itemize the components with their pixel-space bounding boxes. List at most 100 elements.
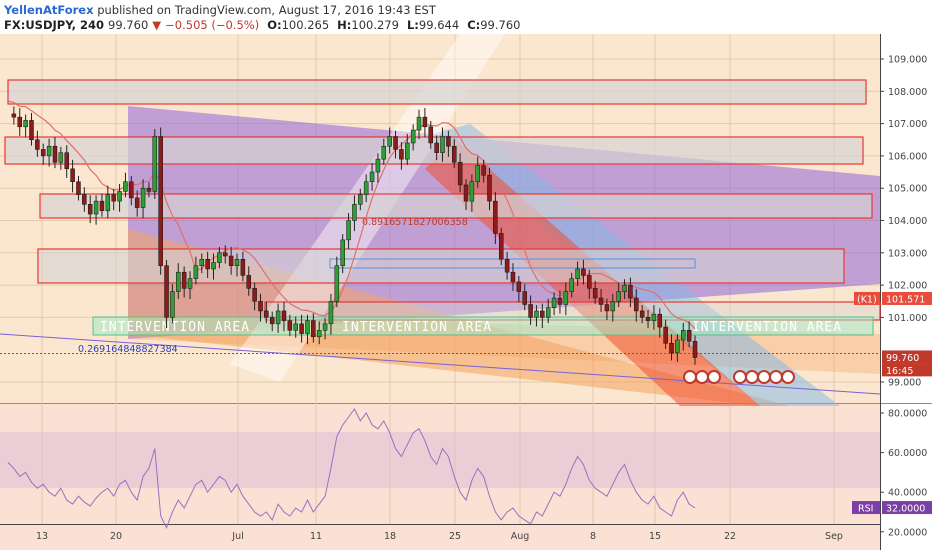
candle-body <box>663 326 668 344</box>
candle-body <box>211 262 216 270</box>
candle-body <box>457 162 463 186</box>
published-text: published on TradingView.com, August 17,… <box>97 3 436 17</box>
candle-body <box>563 291 569 305</box>
x-tick-label: 8 <box>590 531 596 542</box>
event-marker-icon[interactable] <box>769 370 783 384</box>
candle-body <box>240 259 246 276</box>
candle-body <box>504 259 510 273</box>
rsi-path <box>7 408 696 530</box>
candle-body <box>516 281 522 292</box>
candle-body <box>299 323 304 334</box>
candle-body <box>264 310 269 318</box>
candle-body <box>293 323 298 331</box>
candle-body <box>410 129 416 144</box>
rsi-tick-label: 60.0000 <box>888 448 927 459</box>
price-tag-prefix-bg <box>854 291 880 305</box>
candle-body <box>146 187 152 192</box>
candle-body <box>93 200 99 215</box>
x-tick-label: Jul <box>231 531 243 542</box>
candle-body <box>381 145 387 160</box>
candle-body <box>58 152 64 163</box>
candle-body <box>510 271 516 283</box>
candle-body <box>287 320 293 331</box>
candle-body <box>164 265 169 318</box>
rsi-tick-label: 40.0000 <box>888 488 927 499</box>
candle-body <box>481 165 486 176</box>
intervention-label-3: INTERVENTION AREA <box>692 320 842 335</box>
last-price: 99.760 <box>108 18 149 32</box>
candle-body <box>592 288 598 299</box>
candle-body <box>52 145 58 163</box>
y-tick-label: 109.000 <box>888 55 927 66</box>
candle-body <box>375 158 381 173</box>
x-tick-label: 15 <box>649 531 661 542</box>
event-marker-icon[interactable] <box>683 370 697 384</box>
candle-body <box>134 197 140 208</box>
candle-body <box>639 310 645 318</box>
candle-body <box>440 136 445 153</box>
event-marker-icon[interactable] <box>745 370 759 384</box>
price-tag <box>882 363 932 377</box>
candle-body <box>17 116 22 128</box>
moving-average-line <box>7 100 696 330</box>
candle-body <box>199 259 205 266</box>
candle-body <box>23 120 28 128</box>
rsi-value-label: 32.0000 <box>886 504 925 515</box>
fib-label-upper: 0.8916571827006358 <box>362 217 468 228</box>
candle-body <box>405 142 410 160</box>
candle-body <box>82 194 87 205</box>
candle-body <box>681 330 686 341</box>
event-marker-icon[interactable] <box>707 370 721 384</box>
candle-body <box>11 113 17 118</box>
candle-body <box>463 184 469 202</box>
candle-body <box>334 265 340 302</box>
candle-body <box>217 252 222 263</box>
candle-body <box>358 194 363 205</box>
rsi-name-label: RSI <box>858 504 873 515</box>
candle-body <box>628 284 633 299</box>
publish-line: YellenAtForex published on TradingView.c… <box>4 3 436 17</box>
author-link[interactable]: YellenAtForex <box>4 3 94 17</box>
low-label: L: <box>406 18 419 32</box>
candle-body <box>234 259 240 266</box>
price-chart[interactable]: INTERVENTION AREA INTERVENTION AREA INTE… <box>0 34 932 550</box>
low-value: 99.644 <box>418 18 460 32</box>
zone-108 <box>7 79 867 105</box>
rsi-band <box>0 432 880 488</box>
rsi-line <box>7 408 696 530</box>
time-axis[interactable]: 13 20 Jul 11 18 25 Aug 8 15 22 Sep <box>36 531 843 542</box>
candle-body <box>434 142 439 153</box>
candle-body <box>622 284 627 292</box>
candle-body <box>399 149 404 160</box>
intervention-label-1: INTERVENTION AREA <box>100 320 250 335</box>
candle-body <box>598 297 604 305</box>
candle-body <box>223 252 228 257</box>
candle-body <box>129 181 134 199</box>
event-marker-icon[interactable] <box>695 370 709 384</box>
price-axis[interactable]: 109.000 108.000 107.000 106.000 105.000 104.0… <box>880 55 927 389</box>
candle-body <box>352 204 357 221</box>
price-tag-label: 101.571 <box>886 294 925 305</box>
event-marker-icon[interactable] <box>757 370 771 384</box>
candle-body <box>170 291 175 318</box>
y-tick-label: 102.000 <box>888 281 927 292</box>
candle-body <box>140 187 146 208</box>
candle-body <box>158 136 163 266</box>
candle-body <box>246 275 251 289</box>
symbol-label[interactable]: FX:USDJPY, 240 <box>4 18 104 32</box>
chart-header: YellenAtForex published on TradingView.c… <box>0 0 932 34</box>
rsi-axis[interactable]: 80.0000 60.0000 40.0000 20.0000 32.0000 RSI <box>852 409 932 539</box>
event-marker-icon[interactable] <box>733 370 747 384</box>
x-tick-label: 18 <box>384 531 396 542</box>
candle-body <box>29 120 34 141</box>
event-marker-icon[interactable] <box>781 370 795 384</box>
candle-body <box>557 297 563 305</box>
candle-body <box>316 330 322 338</box>
candle-body <box>475 165 480 182</box>
candle-body <box>117 191 122 202</box>
candle-body <box>275 310 281 325</box>
candle-body <box>669 342 674 354</box>
x-tick-label: 13 <box>36 531 48 542</box>
y-tick-label: 101.000 <box>888 313 927 324</box>
candle-body <box>176 271 181 292</box>
